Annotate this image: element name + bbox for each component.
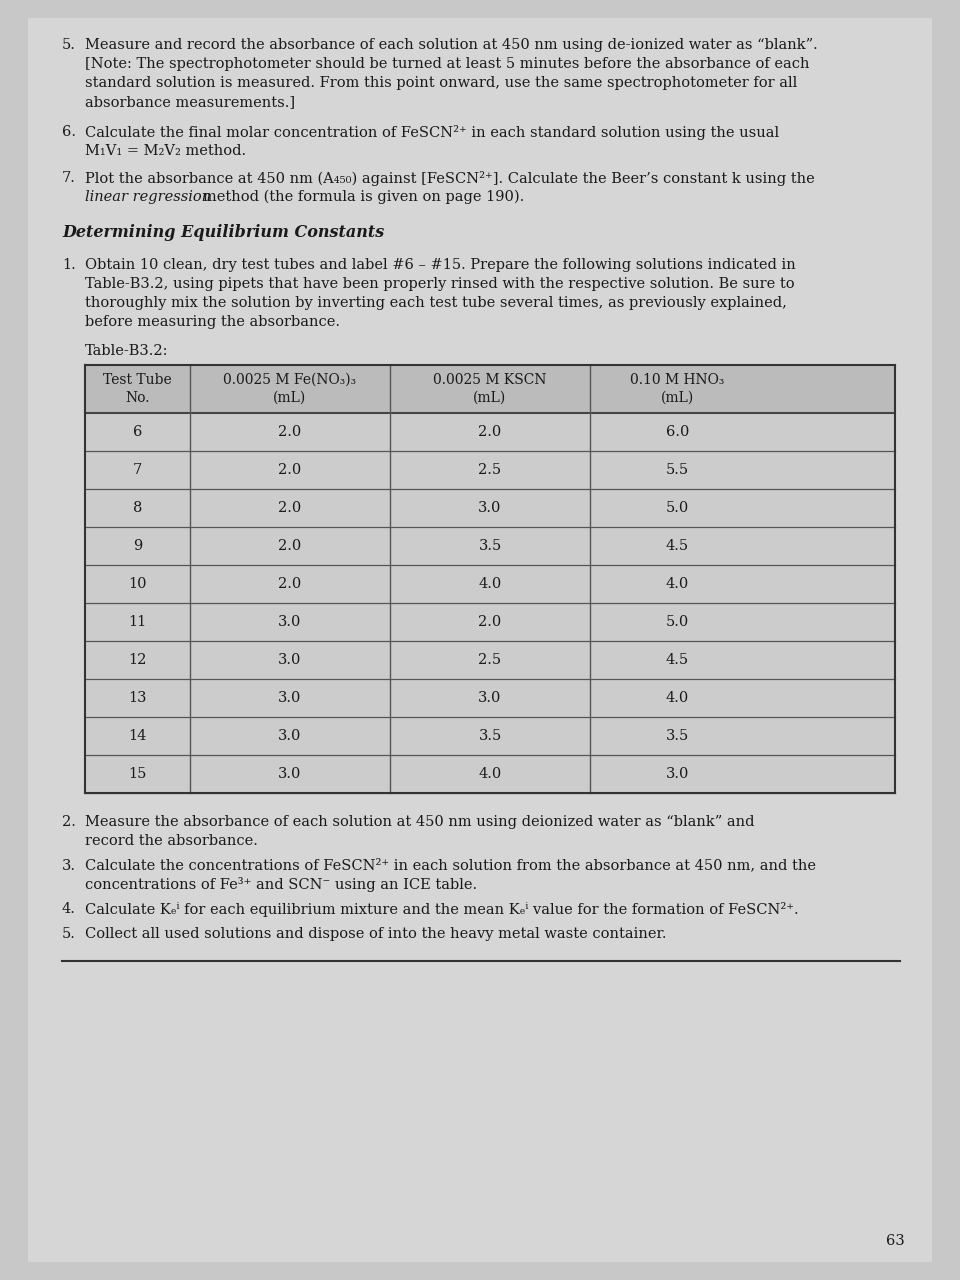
Text: 4.0: 4.0 bbox=[666, 577, 689, 591]
Text: 0.0025 M Fe(NO₃)₃: 0.0025 M Fe(NO₃)₃ bbox=[224, 372, 356, 387]
Text: thoroughly mix the solution by inverting each test tube several times, as previo: thoroughly mix the solution by inverting… bbox=[85, 297, 787, 310]
Text: 5.5: 5.5 bbox=[666, 463, 689, 476]
Text: 6.: 6. bbox=[62, 125, 76, 140]
Text: 2.0: 2.0 bbox=[278, 577, 301, 591]
Text: 3.5: 3.5 bbox=[478, 728, 502, 742]
Text: 5.: 5. bbox=[62, 927, 76, 941]
Text: 12: 12 bbox=[129, 653, 147, 667]
Text: 3.0: 3.0 bbox=[278, 728, 301, 742]
Text: 3.0: 3.0 bbox=[278, 614, 301, 628]
Text: concentrations of Fe³⁺ and SCN⁻ using an ICE table.: concentrations of Fe³⁺ and SCN⁻ using an… bbox=[85, 878, 477, 892]
Text: standard solution is measured. From this point onward, use the same spectrophoto: standard solution is measured. From this… bbox=[85, 76, 797, 90]
Text: linear regression: linear regression bbox=[85, 189, 211, 204]
Text: 5.: 5. bbox=[62, 38, 76, 52]
Text: 2.0: 2.0 bbox=[278, 500, 301, 515]
Text: 8: 8 bbox=[132, 500, 142, 515]
Text: 5.0: 5.0 bbox=[666, 614, 689, 628]
Text: record the absorbance.: record the absorbance. bbox=[85, 833, 258, 847]
Text: absorbance measurements.]: absorbance measurements.] bbox=[85, 95, 295, 109]
Text: 3.5: 3.5 bbox=[478, 539, 502, 553]
Text: 4.0: 4.0 bbox=[478, 767, 502, 781]
Text: Measure and record the absorbance of each solution at 450 nm using de-ionized wa: Measure and record the absorbance of eac… bbox=[85, 38, 818, 52]
Text: 14: 14 bbox=[129, 728, 147, 742]
Text: 3.0: 3.0 bbox=[278, 653, 301, 667]
Text: 4.0: 4.0 bbox=[478, 577, 502, 591]
Text: 2.0: 2.0 bbox=[278, 539, 301, 553]
Text: 4.5: 4.5 bbox=[666, 539, 689, 553]
Text: 0.0025 M KSCN: 0.0025 M KSCN bbox=[433, 372, 547, 387]
Text: (mL): (mL) bbox=[473, 390, 507, 404]
Text: 4.: 4. bbox=[62, 902, 76, 916]
Text: 2.0: 2.0 bbox=[278, 463, 301, 476]
Text: 3.0: 3.0 bbox=[666, 767, 689, 781]
Text: Test Tube: Test Tube bbox=[103, 372, 172, 387]
Text: 2.0: 2.0 bbox=[278, 425, 301, 439]
Text: 9: 9 bbox=[132, 539, 142, 553]
Text: Measure the absorbance of each solution at 450 nm using deionized water as “blan: Measure the absorbance of each solution … bbox=[85, 815, 755, 829]
Bar bbox=[85, 365, 895, 792]
Text: (mL): (mL) bbox=[274, 390, 306, 404]
Text: 5.0: 5.0 bbox=[666, 500, 689, 515]
Text: 4.5: 4.5 bbox=[666, 653, 689, 667]
Text: 11: 11 bbox=[129, 614, 147, 628]
Text: 2.: 2. bbox=[62, 815, 76, 829]
Text: 13: 13 bbox=[129, 691, 147, 705]
Text: 6.0: 6.0 bbox=[666, 425, 689, 439]
Text: (mL): (mL) bbox=[660, 390, 694, 404]
Text: 2.0: 2.0 bbox=[478, 425, 502, 439]
Text: Calculate the concentrations of FeSCN²⁺ in each solution from the absorbance at : Calculate the concentrations of FeSCN²⁺ … bbox=[85, 859, 816, 873]
Text: 3.0: 3.0 bbox=[278, 691, 301, 705]
Text: method (the formula is given on page 190).: method (the formula is given on page 190… bbox=[203, 189, 524, 205]
Text: Determining Equilibrium Constants: Determining Equilibrium Constants bbox=[62, 224, 384, 241]
Text: Table-B3.2, using pipets that have been properly rinsed with the respective solu: Table-B3.2, using pipets that have been … bbox=[85, 278, 795, 292]
Text: Calculate Kₑⁱ for each equilibrium mixture and the mean Kₑⁱ value for the format: Calculate Kₑⁱ for each equilibrium mixtu… bbox=[85, 902, 799, 918]
Text: Obtain 10 clean, dry test tubes and label #6 – #15. Prepare the following soluti: Obtain 10 clean, dry test tubes and labe… bbox=[85, 259, 796, 273]
Bar bbox=[85, 365, 895, 412]
Text: 4.0: 4.0 bbox=[666, 691, 689, 705]
Text: No.: No. bbox=[125, 390, 150, 404]
Text: Collect all used solutions and dispose of into the heavy metal waste container.: Collect all used solutions and dispose o… bbox=[85, 927, 666, 941]
Text: 3.0: 3.0 bbox=[478, 500, 502, 515]
Text: 2.5: 2.5 bbox=[478, 463, 501, 476]
Text: 1.: 1. bbox=[62, 259, 76, 273]
Text: [Note: The spectrophotometer should be turned at least 5 minutes before the abso: [Note: The spectrophotometer should be t… bbox=[85, 58, 809, 70]
Text: 3.0: 3.0 bbox=[478, 691, 502, 705]
Text: Plot the absorbance at 450 nm (A₄₅₀) against [FeSCN²⁺]. Calculate the Beer’s con: Plot the absorbance at 450 nm (A₄₅₀) aga… bbox=[85, 172, 815, 186]
Text: 2.5: 2.5 bbox=[478, 653, 501, 667]
Text: 0.10 M HNO₃: 0.10 M HNO₃ bbox=[631, 372, 725, 387]
Text: before measuring the absorbance.: before measuring the absorbance. bbox=[85, 315, 340, 329]
Text: 7: 7 bbox=[132, 463, 142, 476]
Text: 10: 10 bbox=[129, 577, 147, 591]
Text: 3.0: 3.0 bbox=[278, 767, 301, 781]
Text: 63: 63 bbox=[886, 1234, 905, 1248]
Text: 2.0: 2.0 bbox=[478, 614, 502, 628]
Text: 3.: 3. bbox=[62, 859, 76, 873]
Text: Table-B3.2:: Table-B3.2: bbox=[85, 344, 169, 358]
Text: 3.5: 3.5 bbox=[666, 728, 689, 742]
Text: 6: 6 bbox=[132, 425, 142, 439]
Text: 15: 15 bbox=[129, 767, 147, 781]
Text: M₁V₁ = M₂V₂ method.: M₁V₁ = M₂V₂ method. bbox=[85, 145, 246, 159]
Text: 7.: 7. bbox=[62, 172, 76, 186]
Text: Calculate the final molar concentration of FeSCN²⁺ in each standard solution usi: Calculate the final molar concentration … bbox=[85, 125, 780, 141]
